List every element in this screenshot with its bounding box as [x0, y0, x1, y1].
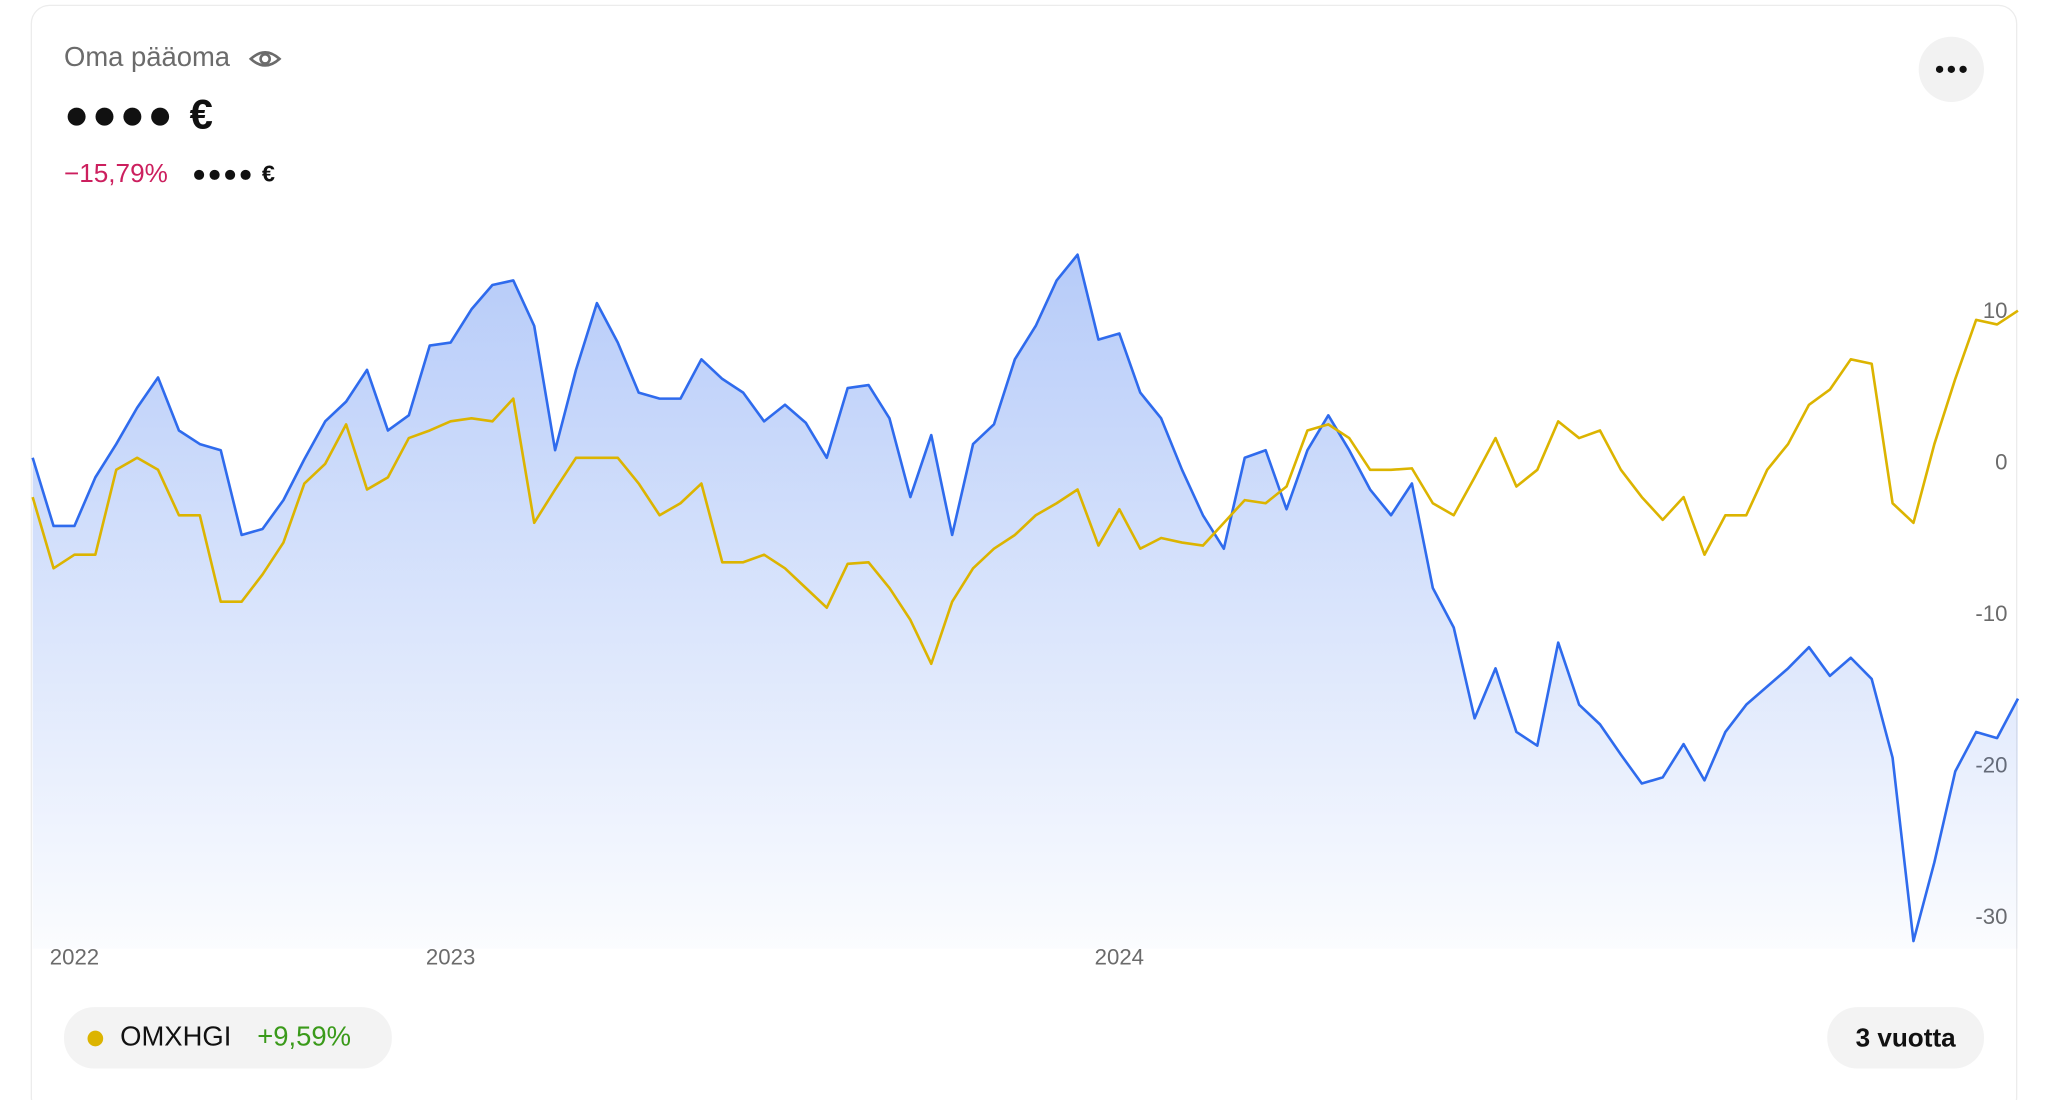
plot: 100-10-20-30202220232024 — [31, 253, 2020, 970]
change-percent: −15,79% — [64, 158, 168, 188]
legend-change: +9,59% — [257, 1021, 351, 1052]
line — [31, 309, 2019, 666]
legend-swatch — [87, 1030, 104, 1047]
y-tick-label: 0 — [1995, 450, 2007, 475]
period-button[interactable]: 3 vuotta — [1827, 1007, 1984, 1069]
period-label: 3 vuotta — [1856, 1023, 1957, 1053]
legend-chip[interactable]: OMXHGI +9,59% — [64, 1007, 392, 1069]
x-tick-label: 2022 — [50, 945, 99, 970]
x-tick-label: 2024 — [1095, 945, 1144, 970]
y-tick-label: -10 — [1975, 601, 2007, 626]
line — [31, 253, 2020, 943]
legend-label: OMXHGI — [120, 1021, 231, 1052]
balance-value: ●●●● € — [64, 91, 215, 138]
change-amount: ●●●● € — [192, 160, 276, 186]
card-title: Oma pääoma — [64, 41, 231, 72]
x-tick-label: 2023 — [426, 945, 475, 970]
area — [32, 254, 2018, 949]
eye-icon[interactable] — [248, 51, 282, 67]
menu-button[interactable] — [1918, 36, 1984, 102]
